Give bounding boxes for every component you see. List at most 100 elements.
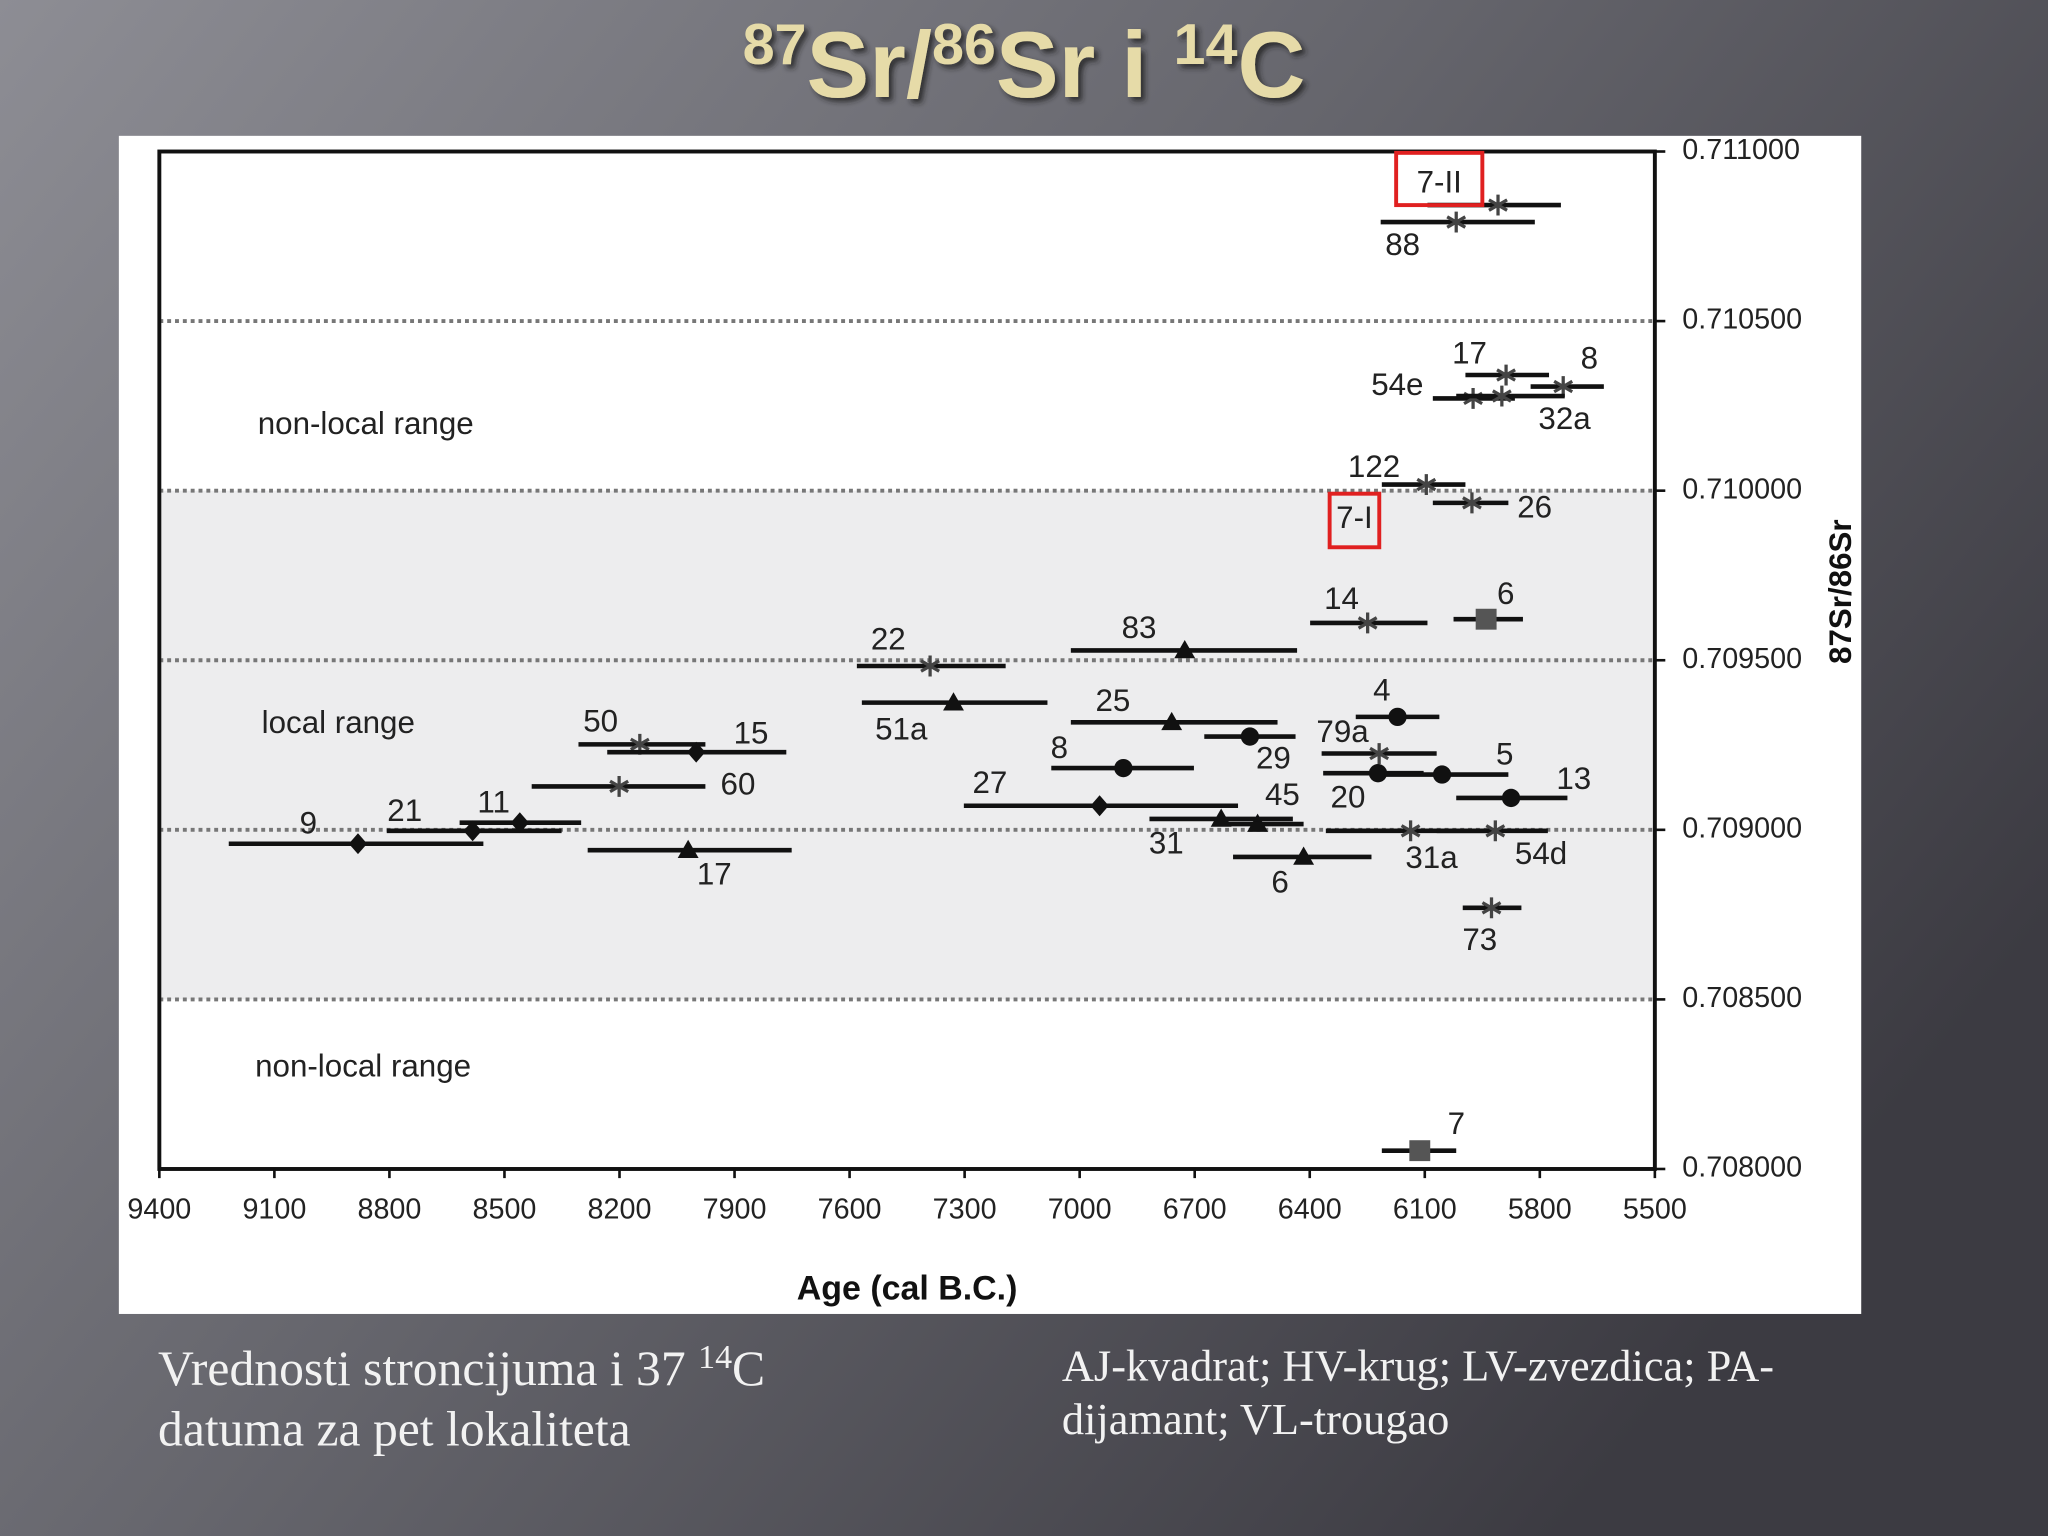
caption-right: dijamant; VL-trougao — [1062, 1394, 1450, 1444]
sample-marker — [1488, 194, 1508, 216]
sample-label: 5 — [1496, 737, 1513, 772]
x-tick-label: 8200 — [588, 1193, 652, 1225]
caption-part: C — [732, 1341, 765, 1396]
sample-label: 6 — [1497, 576, 1514, 611]
sample-marker — [1247, 813, 1269, 832]
sample-label: 88 — [1385, 227, 1420, 262]
sample-marker — [920, 655, 940, 677]
sample-label: 25 — [1095, 683, 1130, 718]
sample-label: 22 — [871, 621, 906, 656]
title-part: 86 — [932, 13, 996, 77]
title-part: Sr/ — [807, 12, 932, 117]
sample-label: 50 — [583, 704, 618, 739]
sample-marker — [510, 812, 529, 834]
title-part: 87 — [743, 13, 807, 77]
sample-marker — [1496, 364, 1516, 386]
plot: 9400 9100 8800 8500 8200 7900 7600 7300 7000 6700… — [127, 134, 1858, 1307]
sample-label: 17 — [697, 857, 732, 892]
sample-marker — [1400, 820, 1421, 842]
sample-marker — [1446, 211, 1467, 233]
sample-label: 32a — [1538, 401, 1591, 436]
x-tick-label: 7900 — [703, 1193, 767, 1225]
sample-label: 29 — [1256, 740, 1291, 775]
highlight-box — [1394, 150, 1485, 208]
caption-part: 14 — [698, 1339, 732, 1376]
x-tick-label: 6400 — [1278, 1193, 1342, 1225]
annotation: 7-I — [1336, 500, 1373, 535]
x-tick-label: 9100 — [242, 1193, 306, 1225]
sample-label: 8 — [1051, 730, 1068, 765]
sample-marker — [348, 833, 368, 855]
sample-marker — [1416, 474, 1437, 496]
sample-marker — [1409, 1140, 1431, 1162]
sample-marker — [463, 820, 482, 842]
caption-right: AJ-kvadrat; HV-krug; LV-zvezdica; PA- — [1062, 1340, 1774, 1390]
sample-marker — [1090, 795, 1109, 817]
sample-label: 7 — [1448, 1106, 1465, 1141]
sample-marker — [1368, 764, 1388, 783]
sample-label: 54d — [1515, 836, 1567, 871]
y-tick-label: 0.708000 — [1682, 1152, 1802, 1184]
y-tick-label: 0.710500 — [1682, 304, 1802, 336]
sample-marker — [1293, 846, 1315, 865]
annotation: non-local range — [255, 1049, 471, 1084]
caption-left: datuma za pet lokaliteta — [158, 1402, 631, 1457]
sample-label: 83 — [1122, 610, 1157, 645]
sample-label: 27 — [972, 765, 1007, 800]
local-band — [159, 490, 1655, 1000]
sample-marker — [1491, 385, 1512, 407]
sample-marker — [1161, 711, 1183, 731]
sample-marker — [1210, 808, 1232, 827]
x-tick-label: 5500 — [1623, 1193, 1687, 1225]
sample-label: 51a — [875, 712, 928, 747]
x-tick-label: 5800 — [1508, 1193, 1572, 1225]
sample-marker — [1174, 639, 1196, 659]
sample-marker — [677, 839, 699, 859]
sample-marker — [1485, 820, 1506, 842]
x-tick-label: 8500 — [473, 1193, 537, 1225]
y-tick-label: 0.711000 — [1682, 134, 1800, 166]
title-part: Sr i — [996, 12, 1174, 117]
y-tick-label: 0.710000 — [1682, 473, 1802, 505]
sample-label: 6 — [1271, 865, 1288, 900]
x-axis-label: Age (cal B.C.) — [797, 1269, 1018, 1307]
title-part: 14 — [1174, 13, 1238, 77]
x-tick-label: 7600 — [818, 1193, 882, 1225]
title-part: C — [1237, 12, 1305, 117]
sample-label: 79a — [1316, 714, 1369, 749]
sample-label: 15 — [734, 715, 769, 750]
slide-title: 87Sr/86Sr i 14C — [743, 12, 1306, 117]
annotation: non-local range — [258, 406, 474, 441]
highlight-box — [1327, 491, 1382, 550]
sample-marker — [1501, 788, 1521, 808]
y-tick-label: 0.709500 — [1682, 643, 1802, 675]
y-tick-label: 0.709000 — [1682, 812, 1802, 844]
sample-label: 21 — [387, 793, 422, 828]
sample-label: 11 — [477, 785, 510, 820]
sample-label: 14 — [1324, 581, 1359, 616]
sample-marker — [609, 775, 629, 797]
sample-marker — [1388, 707, 1407, 727]
sample-marker — [1481, 897, 1502, 919]
sample-marker — [1240, 727, 1260, 746]
sample-label: 26 — [1517, 490, 1552, 525]
caption-part: Vrednosti stroncijuma i 37 — [158, 1341, 698, 1396]
x-tick-label: 7000 — [1048, 1193, 1112, 1225]
y-axis-label: 87Sr/86Sr — [1823, 519, 1858, 664]
sample-marker — [1432, 765, 1452, 784]
sample-marker — [1357, 612, 1378, 634]
sample-marker — [1369, 743, 1390, 764]
sample-marker — [1553, 376, 1574, 397]
sample-label: 122 — [1348, 449, 1400, 484]
sample-label: 9 — [300, 806, 317, 841]
sample-label: 17 — [1452, 336, 1487, 371]
sample-label: 8 — [1581, 341, 1598, 376]
sample-marker — [943, 692, 964, 711]
sample-label: 45 — [1265, 777, 1300, 812]
sample-label: 31a — [1405, 840, 1458, 875]
x-tick-label: 6700 — [1163, 1193, 1227, 1225]
x-tick-label: 6100 — [1393, 1193, 1457, 1225]
sample-label: 13 — [1556, 761, 1591, 796]
caption-left: Vrednosti stroncijuma i 37 14C — [158, 1339, 765, 1396]
sample-label: 54e — [1371, 367, 1423, 402]
